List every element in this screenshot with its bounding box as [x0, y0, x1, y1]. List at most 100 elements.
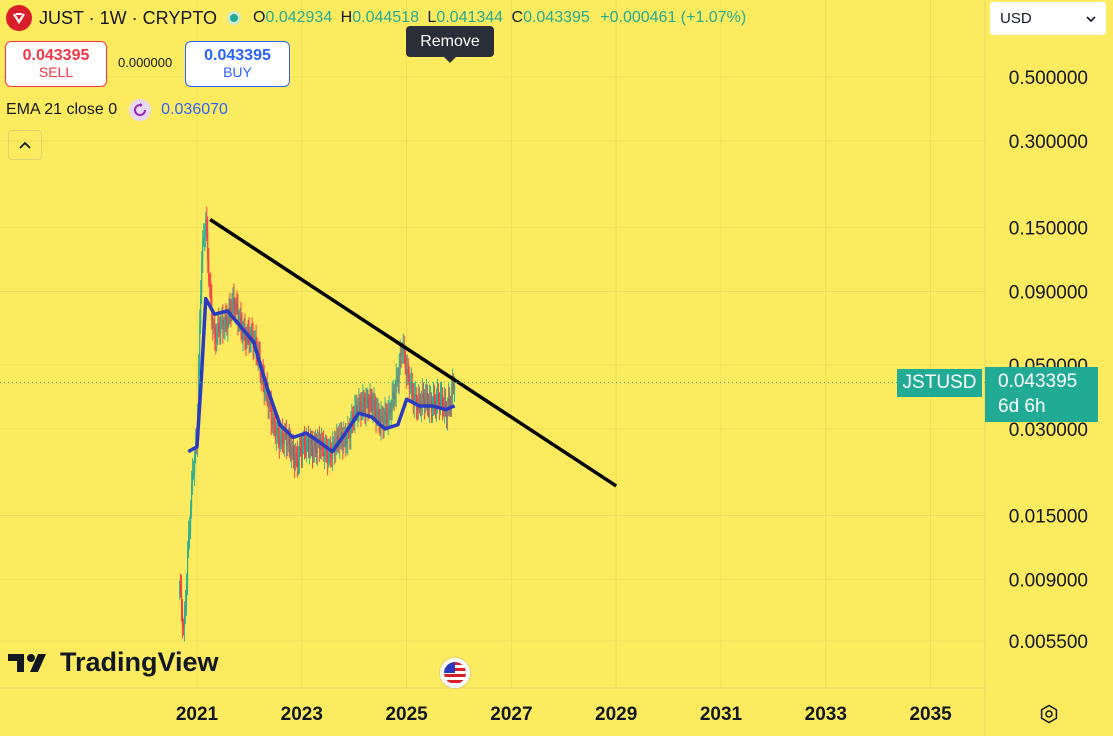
- chart-grid: [0, 0, 985, 688]
- candle-body: [276, 427, 278, 435]
- candle-body: [188, 535, 190, 552]
- candle-body: [403, 348, 405, 352]
- candle-body: [401, 353, 403, 355]
- candle-body: [260, 374, 262, 378]
- candle-body: [233, 298, 235, 311]
- symbol-header: JUST · 1W · CRYPTO O0.042934 H0.044518 L…: [0, 0, 746, 36]
- time-tick-label: 2029: [595, 704, 637, 725]
- candle-body: [225, 317, 227, 321]
- candle-body: [270, 405, 272, 423]
- candle-body: [200, 294, 202, 324]
- candle-body: [308, 439, 310, 452]
- candle-body: [269, 402, 271, 406]
- candle-body: [371, 399, 373, 411]
- candle-body: [433, 397, 435, 402]
- candle-body: [307, 439, 309, 441]
- candle-body: [268, 402, 270, 408]
- candle-body: [418, 399, 420, 401]
- candle-body: [402, 348, 404, 354]
- candle-body: [192, 473, 194, 483]
- candle-body: [315, 440, 317, 449]
- currency-select[interactable]: USD: [990, 2, 1106, 35]
- candle-body: [340, 431, 342, 438]
- time-axis: 2021 2023 2025 2027 2029 2031 2033 2035: [176, 704, 952, 725]
- tradingview-logo[interactable]: TradingView: [8, 647, 219, 678]
- candle-body: [191, 482, 193, 508]
- candle-body: [285, 434, 287, 447]
- candle-body: [278, 438, 280, 447]
- candles: [179, 206, 456, 642]
- candle-body: [328, 452, 330, 463]
- remove-tooltip[interactable]: Remove: [406, 26, 494, 63]
- candle-body: [405, 368, 407, 376]
- candle-body: [369, 397, 371, 410]
- indicator-value: 0.036070: [161, 101, 228, 118]
- candle-body: [240, 315, 242, 328]
- symbol-tag: JSTUSD: [897, 369, 982, 397]
- price-change: +0.000461 (+1.07%): [600, 9, 747, 26]
- candle-body: [409, 387, 411, 389]
- sell-label: SELL: [38, 64, 74, 80]
- candle-body: [449, 398, 451, 404]
- price-tick-label: 0.009000: [1009, 570, 1088, 591]
- candle-body: [179, 586, 181, 588]
- candle-body: [317, 442, 319, 454]
- candle-body: [289, 444, 291, 456]
- candle-body: [342, 442, 344, 447]
- candle-body: [387, 415, 389, 424]
- candle-body: [426, 393, 428, 405]
- sell-button[interactable]: 0.043395 SELL: [5, 41, 107, 87]
- candle-body: [393, 391, 395, 400]
- candle-body: [216, 332, 218, 344]
- candle-body: [183, 626, 185, 629]
- chevron-up-icon: [19, 141, 31, 149]
- candle-body: [227, 319, 229, 329]
- candle-body: [214, 327, 216, 339]
- collapse-legend-button[interactable]: [8, 130, 42, 160]
- candle-body: [425, 393, 427, 399]
- bar-countdown: 6d 6h: [998, 396, 1046, 417]
- candle-body: [343, 435, 345, 447]
- candle-body: [313, 449, 315, 457]
- candle-body: [301, 446, 303, 457]
- candle-body: [311, 439, 313, 446]
- candle-body: [323, 443, 325, 457]
- candle-body: [218, 322, 220, 331]
- candle-body: [370, 397, 372, 400]
- candle-body: [247, 331, 249, 333]
- just-logo-icon: [6, 5, 32, 31]
- candle-body: [440, 397, 442, 407]
- candle-body: [217, 322, 219, 333]
- candle-body: [441, 395, 443, 398]
- candle-body: [209, 280, 211, 286]
- candle-body: [391, 397, 393, 413]
- candle-body: [284, 433, 286, 435]
- indicator-label: EMA 21 close 0: [6, 101, 118, 118]
- us-flag-icon[interactable]: [439, 657, 471, 689]
- candle-body: [437, 393, 439, 402]
- time-tick-label: 2025: [385, 704, 428, 725]
- buy-button[interactable]: 0.043395 BUY: [185, 41, 290, 87]
- time-tick-label: 2031: [700, 704, 743, 725]
- candle-body: [423, 398, 425, 407]
- symbol-title[interactable]: JUST · 1W · CRYPTO: [39, 7, 218, 28]
- trend-line[interactable]: [209, 218, 618, 488]
- candle-body: [186, 582, 188, 605]
- chevron-down-icon: [1086, 15, 1096, 22]
- candle-body: [376, 413, 378, 421]
- candle-body: [237, 308, 239, 323]
- candle-body: [331, 457, 333, 459]
- buy-label: BUY: [223, 64, 252, 80]
- candle-body: [350, 426, 352, 439]
- candle-body: [442, 395, 444, 409]
- indicator-legend[interactable]: EMA 21 close 0 0.036070: [6, 98, 228, 122]
- candle-body: [306, 440, 308, 451]
- candle-body: [333, 443, 335, 445]
- candle-body: [399, 353, 401, 369]
- candle-body: [395, 378, 397, 395]
- candle-body: [219, 330, 221, 334]
- price-tick-label: 0.030000: [1009, 420, 1088, 441]
- candle-body: [355, 404, 357, 410]
- candle-body: [300, 449, 302, 457]
- settings-gear-icon[interactable]: [1038, 703, 1060, 725]
